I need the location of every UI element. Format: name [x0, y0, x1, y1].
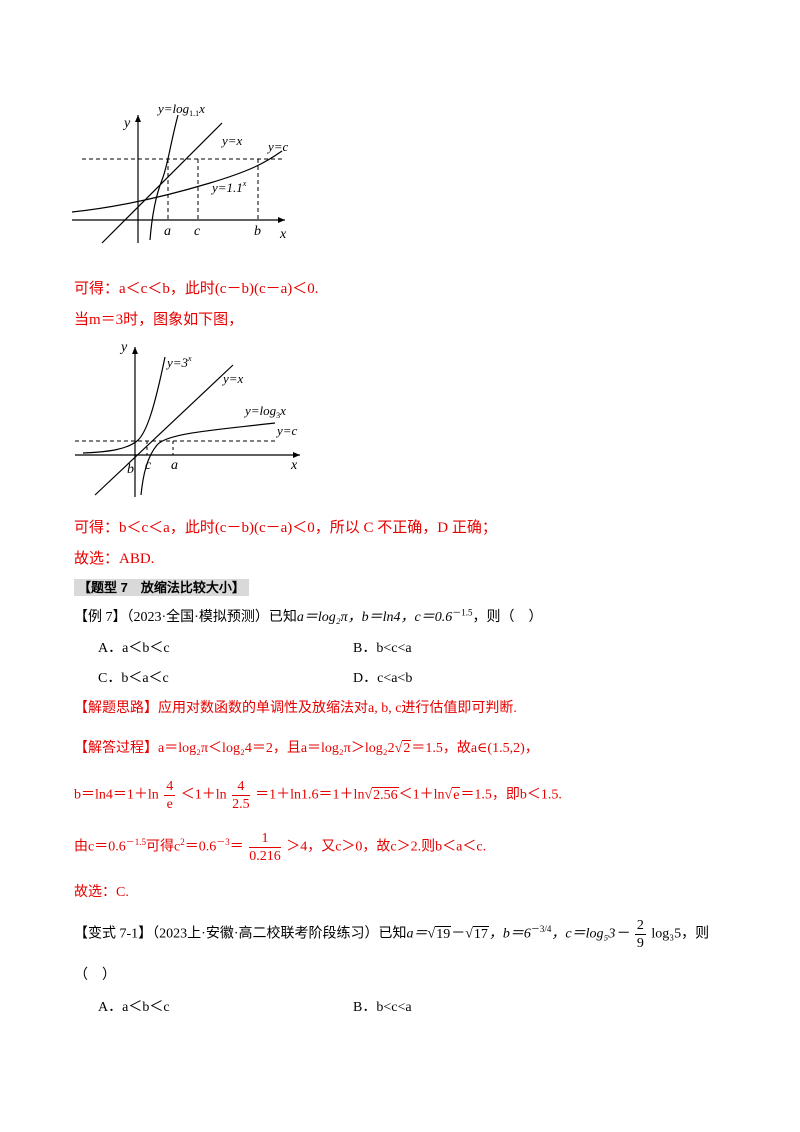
g2-y-axis-label: y [119, 340, 128, 355]
answer-line-1: 故选：ABD. [74, 551, 155, 567]
g2-log-label: y=log3x [243, 403, 286, 420]
g1-log-label: y=log1.1x [156, 101, 205, 118]
example-7-option-d[interactable]: D．c<a<b [353, 671, 413, 686]
variant-7-1-option-b[interactable]: B．b<c<a [353, 1000, 412, 1015]
variant-7-1-question: 【变式 7-1】（2023上·安徽·高二校联考阶段练习）已知a＝√19－√17，… [74, 918, 710, 951]
example-7-question: 【例 7】（2023·全国·模拟预测）已知a＝log₂π，b＝ln4，c＝0.6… [74, 607, 543, 625]
variant-7-1-paren: （ ） [74, 968, 116, 983]
answer-line-2: 故选：C. [74, 885, 129, 900]
example-7-option-b[interactable]: B．b<c<a [353, 641, 412, 656]
conclusion-line-1: 可得：a＜c＜b，此时(c－b)(c－a)＜0. [74, 281, 319, 297]
g1-yx-label: y=x [220, 133, 243, 148]
g2-tick-b: b [127, 462, 134, 477]
graph-log-1-1: y x y=log1.1x y=x y=c y=1.1x a c b [71, 101, 289, 244]
g1-tick-c: c [194, 224, 201, 239]
g1-exp-label: y=1.1x [210, 179, 247, 195]
g2-yx-label: y=x [221, 371, 244, 386]
g1-tick-b: b [254, 224, 261, 239]
variant-7-1-option-a[interactable]: A．a＜b＜c [98, 1000, 170, 1015]
section-heading-7: 【题型 7 放缩法比较大小】 [74, 577, 249, 597]
g1-x-axis-label: x [279, 227, 287, 242]
g2-tick-a: a [171, 458, 178, 473]
solution-idea: 【解题思路】应用对数函数的单调性及放缩法对a, b, c进行估值即可判断. [74, 701, 517, 716]
solution-process-3: 由c＝0.6－1.5可得c2＝0.6－3＝ 1 0.216 ＞4，又c＞0，故c＞… [74, 831, 487, 864]
g2-x-axis-label: x [290, 458, 298, 473]
graph-log-3: y x y=3x y=x y=log3x y=c b c a [75, 340, 300, 497]
g1-yc-label: y=c [266, 139, 289, 154]
g2-tick-c: c [145, 458, 152, 473]
g2-exp-label: y=3x [165, 354, 192, 370]
conclusion-line-2: 可得：b＜c＜a，此时(c－b)(c－a)＜0，所以 C 不正确，D 正确； [74, 520, 497, 536]
case-m3-line: 当m＝3时，图象如下图， [74, 312, 244, 328]
example-7-option-a[interactable]: A．a＜b＜c [98, 641, 170, 656]
solution-process-1: 【解答过程】a＝log₂π＜log₂4＝2，且a＝log₂π＞log₂2√2＝1… [74, 740, 539, 756]
g1-tick-a: a [164, 224, 171, 239]
g1-y-axis-label: y [122, 116, 131, 131]
example-7-option-c[interactable]: C．b＜a＜c [98, 671, 169, 686]
g2-yc-label: y=c [275, 423, 298, 438]
